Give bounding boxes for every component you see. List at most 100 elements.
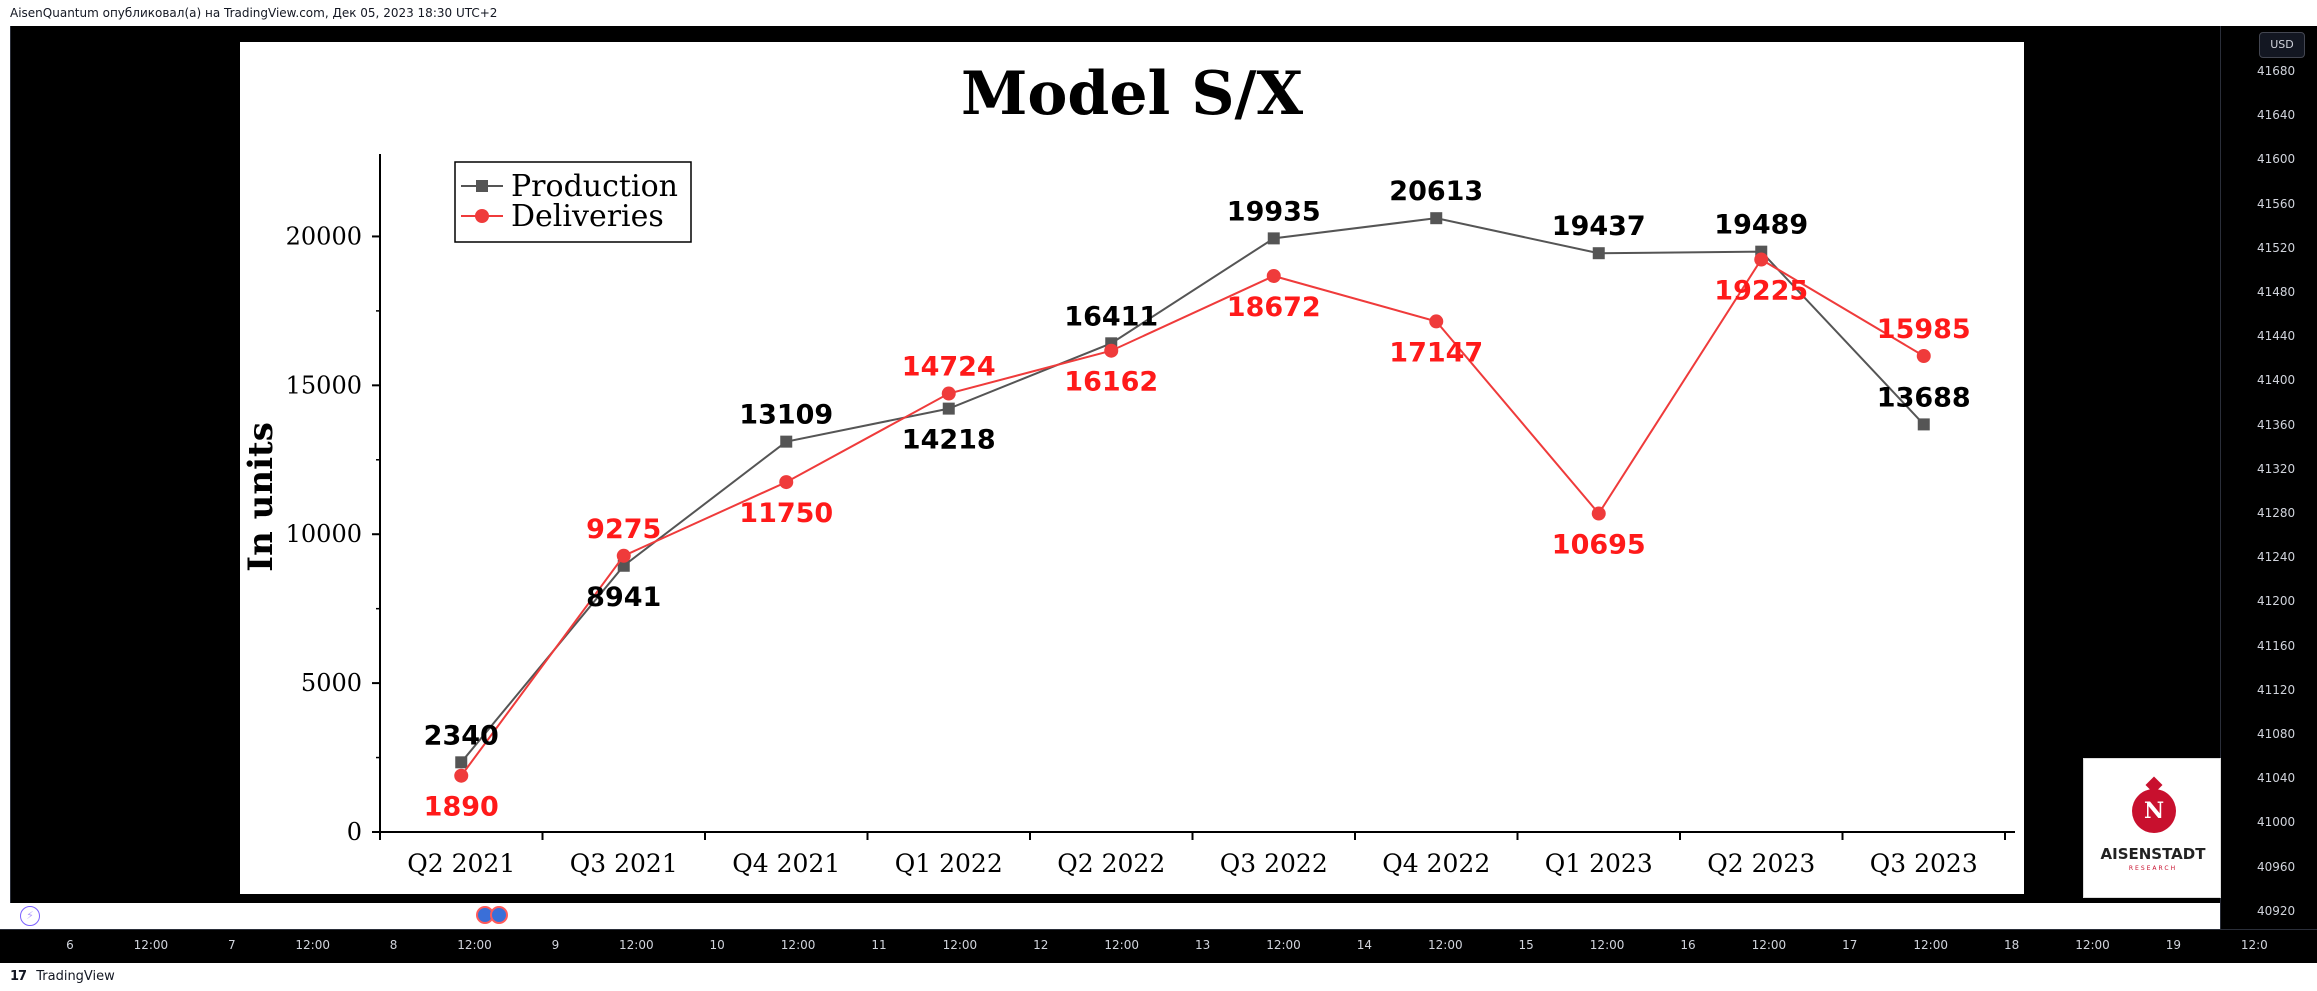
price-tick: 41280 xyxy=(2257,506,2296,520)
x-tick-label: Q3 2022 xyxy=(1220,849,1328,878)
y-tick-label: 0 xyxy=(347,818,362,846)
data-label-deliveries: 9275 xyxy=(586,514,661,545)
data-label-production: 13109 xyxy=(739,400,833,431)
data-label-production: 16411 xyxy=(1064,301,1158,332)
x-tick-label: Q3 2023 xyxy=(1870,849,1978,878)
data-point-production xyxy=(1430,212,1443,225)
data-label-deliveries: 19225 xyxy=(1714,276,1808,307)
logo-mark: N xyxy=(2143,798,2165,824)
price-tick: 41600 xyxy=(2257,152,2296,167)
time-tick: 19 xyxy=(2165,938,2182,952)
time-tick: 7 xyxy=(227,938,236,952)
data-label-deliveries: 16162 xyxy=(1064,367,1158,398)
data-point-deliveries xyxy=(1429,314,1444,329)
price-scale[interactable]: USD 41680 41640 41600 41560 41520 41480 41440 4… xyxy=(2220,26,2317,929)
lightning-icon[interactable]: ⚡ xyxy=(20,906,40,926)
aisenstadt-logo: N AISENSTADT RESEARCH xyxy=(2083,758,2221,898)
time-tick: 17 xyxy=(1842,938,1858,952)
data-label-production: 19935 xyxy=(1227,196,1321,227)
x-tick-label: Q2 2021 xyxy=(407,849,515,878)
tradingview-logo-icon: 17 xyxy=(10,969,27,984)
data-label-deliveries: 1890 xyxy=(424,792,499,823)
attribution-bar: AisenQuantum опубликовал(а) на TradingVi… xyxy=(0,0,2317,26)
x-tick-label: Q4 2021 xyxy=(732,849,840,878)
brand-bar: 17 TradingView xyxy=(0,963,2317,991)
x-tick-label: Q1 2023 xyxy=(1545,849,1653,878)
brand-name: TradingView xyxy=(36,969,115,984)
legend-entry: Deliveries xyxy=(511,199,664,234)
data-label-deliveries: 10695 xyxy=(1552,530,1646,561)
chart-series xyxy=(454,212,1931,783)
y-tick-label: 10000 xyxy=(286,520,362,548)
data-label-production: 2340 xyxy=(424,720,499,751)
flag-icon[interactable] xyxy=(476,906,512,924)
data-point-production xyxy=(1592,247,1605,260)
price-tick: 41480 xyxy=(2257,285,2296,299)
line-chart: Model S/X In units 0 5000 10000 15000 20000 Q… xyxy=(241,59,2015,878)
chart-axes: 0 5000 10000 15000 20000 Q2 2021 Q3 2021 Q4 202… xyxy=(286,154,2015,878)
data-label-deliveries: 18672 xyxy=(1227,292,1321,323)
time-tick: 18 xyxy=(2003,938,2020,952)
data-label-production: 14218 xyxy=(902,425,996,456)
legend-swatch-marker xyxy=(476,180,488,192)
price-tick: 41320 xyxy=(2257,461,2296,476)
attribution-text: AisenQuantum опубликовал(а) на TradingVi… xyxy=(10,6,498,20)
legend-entry: Production xyxy=(511,169,678,204)
time-tick: 11 xyxy=(871,938,887,952)
data-point-deliveries xyxy=(1266,268,1281,283)
time-tick: 14 xyxy=(1356,938,1373,952)
time-tick: 12:0 xyxy=(2240,938,2268,952)
data-point-production xyxy=(455,756,468,769)
x-tick-label: Q4 2022 xyxy=(1382,849,1490,878)
time-tick: 8 xyxy=(389,938,398,952)
price-tick: 41520 xyxy=(2257,240,2296,255)
data-label-production: 19437 xyxy=(1552,211,1646,242)
price-tick: 41200 xyxy=(2257,594,2296,609)
data-labels: 2340 8941 13109 14218 16411 19935 20613 19437 19… xyxy=(424,176,1971,823)
data-point-deliveries xyxy=(1591,506,1606,521)
time-tick: 12:00 xyxy=(1104,938,1139,952)
price-tick: 41680 xyxy=(2257,64,2296,78)
data-point-production xyxy=(1267,232,1280,245)
data-label-production: 8941 xyxy=(586,582,661,613)
time-tick: 6 xyxy=(66,938,74,952)
time-tick: 10 xyxy=(709,938,725,952)
x-tick-label: Q1 2022 xyxy=(895,849,1003,878)
price-tick: 41560 xyxy=(2257,196,2296,211)
x-tick-label: Q3 2021 xyxy=(570,849,678,878)
price-tick: 41160 xyxy=(2257,638,2296,653)
time-tick: 12 xyxy=(1033,938,1049,952)
data-label-deliveries: 15985 xyxy=(1877,314,1971,345)
time-tick: 13 xyxy=(1194,938,1211,952)
y-tick-label: 20000 xyxy=(286,222,362,250)
price-tick: 41040 xyxy=(2257,771,2296,786)
time-tick: 12:00 xyxy=(2075,938,2110,952)
data-label-production: 13688 xyxy=(1877,382,1971,413)
time-tick: 12:00 xyxy=(133,938,169,952)
data-label-deliveries: 17147 xyxy=(1389,337,1483,368)
time-tick: 12:00 xyxy=(1428,938,1463,952)
y-axis-title: In units xyxy=(241,422,281,572)
price-tick: 41400 xyxy=(2257,373,2296,388)
time-tick: 12:00 xyxy=(780,938,816,952)
data-label-production: 20613 xyxy=(1389,176,1483,207)
logo-name: AISENSTADT xyxy=(2100,845,2206,863)
time-tick: 16 xyxy=(1680,938,1696,952)
data-point-deliveries xyxy=(779,475,794,490)
data-point-production xyxy=(1917,418,1930,431)
slide-image: Model S/X In units 0 5000 10000 15000 20000 Q… xyxy=(240,42,2024,894)
legend-swatch-marker xyxy=(475,209,489,223)
data-point-deliveries xyxy=(941,386,956,401)
x-tick-label: Q2 2023 xyxy=(1707,849,1815,878)
time-axis[interactable]: 6 12:00 7 12:00 8 12:00 9 12:00 10 12:00 11 12:00 12… xyxy=(0,929,2317,963)
currency-badge[interactable]: USD xyxy=(2259,32,2305,58)
data-label-production: 19489 xyxy=(1714,210,1808,241)
data-point-production xyxy=(942,402,955,415)
y-tick-label: 15000 xyxy=(286,371,362,399)
series-line-deliveries xyxy=(460,258,1925,777)
time-tick: 12:00 xyxy=(619,938,654,952)
time-tick: 12:00 xyxy=(942,938,978,952)
time-tick: 12:00 xyxy=(1913,938,1948,952)
time-tick: 12:00 xyxy=(1266,938,1301,952)
